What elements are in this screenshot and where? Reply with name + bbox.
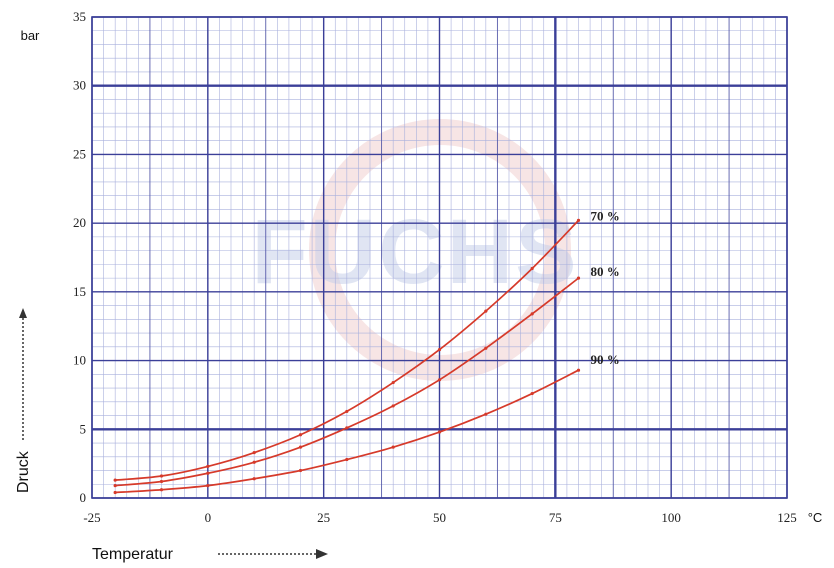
series-point-3 (576, 368, 581, 372)
series-point-1 (484, 309, 488, 313)
watermark-text: FUCHS (252, 201, 579, 303)
series-label-3: 90 % (591, 352, 620, 367)
y-unit-label: bar (21, 28, 40, 43)
y-tick-label: 15 (73, 284, 86, 299)
series-point-3 (437, 430, 442, 434)
series-point-2 (159, 479, 164, 484)
series-point-3 (298, 468, 303, 473)
y-tick-label: 35 (73, 9, 86, 24)
x-tick-label: 100 (661, 510, 681, 525)
series-point-2 (298, 445, 303, 449)
series-point-1 (345, 409, 349, 414)
series-label-1: 70 % (591, 208, 620, 223)
series-point-2 (113, 484, 117, 488)
series-point-2 (391, 404, 395, 408)
series-point-1 (298, 433, 303, 437)
series-point-2 (206, 471, 210, 475)
y-tick-label: 30 (73, 78, 86, 93)
x-tick-label: 75 (549, 510, 562, 525)
series-point-3 (484, 412, 488, 416)
series-point-1 (206, 464, 210, 468)
series-point-3 (252, 477, 256, 481)
series-point-3 (391, 445, 395, 449)
y-tick-label: 5 (80, 421, 87, 436)
series-point-2 (345, 426, 349, 430)
series-point-1 (576, 218, 581, 222)
x-tick-label: 0 (205, 510, 212, 525)
x-tick-label: 125 (777, 510, 797, 525)
x-axis-title: Temperatur (92, 546, 328, 563)
series-group (113, 218, 581, 495)
series-point-1 (159, 474, 164, 478)
series-point-3 (113, 490, 117, 495)
series-point-1 (391, 380, 395, 385)
series-point-1 (437, 347, 442, 352)
x-tick-label: -25 (83, 510, 100, 525)
series-point-2 (576, 276, 581, 280)
y-axis-title-arrowhead (19, 308, 27, 318)
y-tick-label: 20 (73, 215, 86, 230)
x-tick-label: 50 (433, 510, 446, 525)
series-point-2 (252, 460, 256, 464)
series-point-3 (206, 484, 210, 488)
plot-frame (91, 16, 788, 499)
series-label-2: 80 % (591, 264, 620, 279)
x-unit-label: °C (808, 510, 823, 525)
series-point-1 (530, 266, 534, 271)
x-tick-label: 25 (317, 510, 330, 525)
x-axis-title-arrowhead (316, 549, 328, 559)
labels: -25 0 25 50 75 100 125 0 5 10 15 20 25 30 35 70 % 80 % 90… (73, 9, 797, 525)
series-point-1 (252, 451, 256, 455)
series-point-3 (345, 457, 349, 462)
series-point-2 (530, 312, 534, 316)
series-point-2 (437, 378, 442, 382)
y-axis-title: Druck (15, 308, 32, 493)
y-tick-label: 0 (80, 490, 87, 505)
y-axis-title-text: Druck (15, 450, 32, 493)
y-tick-label: 10 (73, 353, 86, 368)
series-point-3 (159, 488, 164, 492)
x-axis-title-text: Temperatur (92, 546, 174, 563)
series-point-2 (484, 346, 488, 350)
grid (91, 16, 788, 499)
series-point-3 (530, 391, 534, 396)
y-tick-label: 25 (73, 146, 86, 161)
series-point-1 (113, 478, 117, 482)
